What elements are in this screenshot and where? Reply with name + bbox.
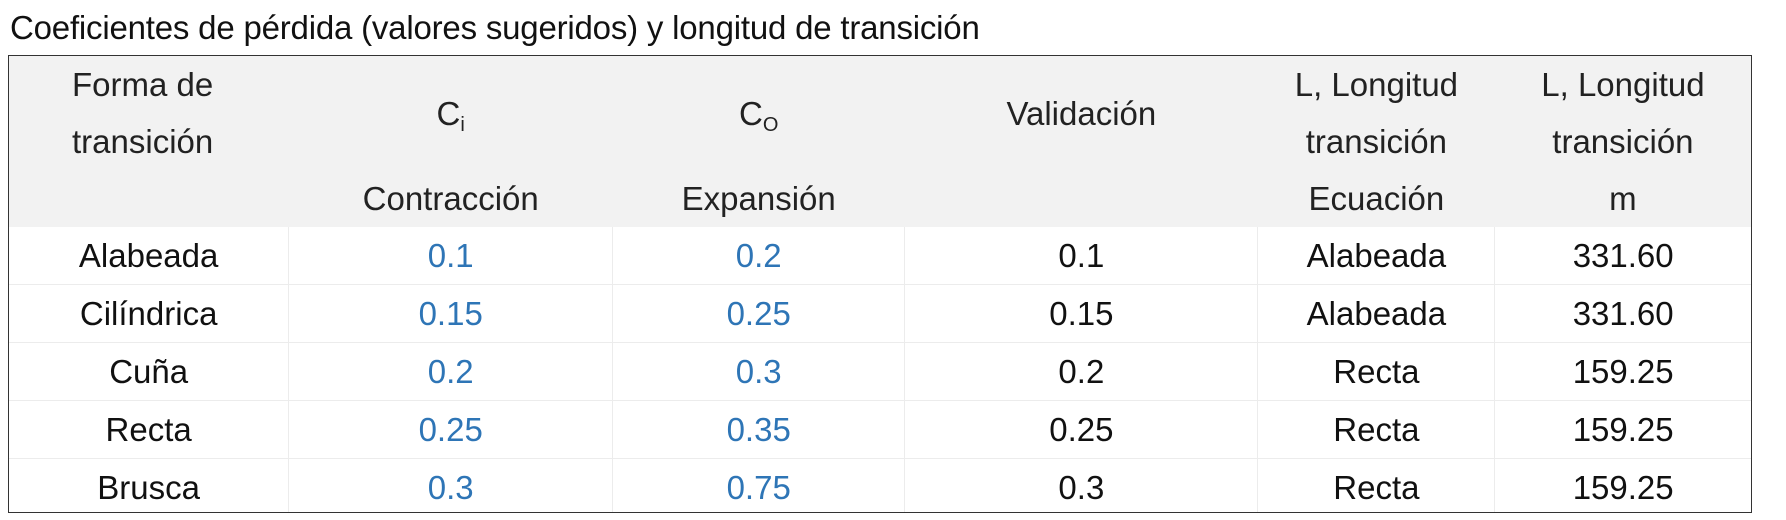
coefficients-grid: Forma de transición Ci Contracción CO Ex…: [9, 56, 1751, 512]
cell-forma: Cilíndrica: [9, 284, 290, 343]
cell-longitud: 331.60: [1494, 284, 1751, 343]
cell-validacion: 0.15: [904, 284, 1259, 343]
cell-ecuacion: Alabeada: [1257, 284, 1496, 343]
header-ecuacion-line2: transición: [1305, 123, 1447, 160]
header-ecuacion-line1: L, Longitud: [1294, 66, 1459, 103]
cell-co[interactable]: 0.25: [612, 284, 906, 343]
table-title: Coeficientes de pérdida (valores sugerid…: [10, 9, 980, 46]
header-co-label: Expansión: [681, 180, 836, 217]
cell-ecuacion: Recta: [1257, 458, 1496, 512]
cell-ecuacion: Recta: [1257, 342, 1496, 401]
cell-longitud: 159.25: [1494, 400, 1751, 459]
cell-co[interactable]: 0.3: [612, 342, 906, 401]
header-validacion: Validación: [905, 56, 1258, 227]
header-co: CO Expansión: [613, 56, 905, 227]
header-validacion-label: Validación: [1006, 95, 1157, 132]
cell-validacion: 0.2: [904, 342, 1259, 401]
header-longitud-line2: transición: [1552, 123, 1694, 160]
header-longitud-line1: L, Longitud: [1541, 66, 1705, 103]
header-ecuacion: L, Longitud transición Ecuación: [1258, 56, 1495, 227]
cell-forma: Cuña: [9, 342, 290, 401]
cell-ecuacion: Recta: [1257, 400, 1496, 459]
header-co-symbol: CO: [738, 95, 779, 136]
header-longitud-line3: m: [1609, 180, 1637, 217]
table-row: Recta 0.25 0.35 0.25 Recta 159.25: [9, 400, 1751, 459]
cell-ci[interactable]: 0.2: [288, 342, 614, 401]
header-forma: Forma de transición: [9, 56, 289, 227]
header-forma-line2: transición: [72, 123, 214, 160]
cell-ci[interactable]: 0.3: [288, 458, 614, 512]
cell-forma: Alabeada: [9, 227, 290, 285]
cell-co[interactable]: 0.75: [612, 458, 906, 512]
cell-validacion: 0.1: [904, 227, 1259, 285]
cell-co[interactable]: 0.2: [612, 227, 906, 285]
table-row: Alabeada 0.1 0.2 0.1 Alabeada 331.60: [9, 227, 1751, 285]
table-row: Brusca 0.3 0.75 0.3 Recta 159.25: [9, 458, 1751, 512]
cell-ci[interactable]: 0.1: [288, 227, 614, 285]
header-ci: Ci Contracción: [289, 56, 613, 227]
cell-ci[interactable]: 0.15: [288, 284, 614, 343]
header-row: Forma de transición Ci Contracción CO Ex…: [9, 56, 1751, 227]
header-forma-line1: Forma de: [72, 66, 214, 103]
cell-longitud: 159.25: [1572, 468, 1674, 506]
header-ci-label: Contracción: [362, 180, 539, 217]
header-longitud: L, Longitud transición m: [1495, 56, 1751, 227]
cell-forma: Brusca: [9, 458, 290, 512]
cell-validacion: 0.25: [904, 400, 1259, 459]
coefficients-table: Forma de transición Ci Contracción CO Ex…: [8, 55, 1752, 513]
header-ci-symbol: Ci: [436, 95, 465, 136]
table-row: Cuña 0.2 0.3 0.2 Recta 159.25: [9, 342, 1751, 401]
cell-co[interactable]: 0.35: [612, 400, 906, 459]
header-forma-line3: [72, 170, 289, 227]
cell-validacion: 0.3: [904, 458, 1259, 512]
table-row: Cilíndrica 0.15 0.25 0.15 Alabeada 331.6…: [9, 284, 1751, 343]
cell-forma: Recta: [9, 400, 290, 459]
cell-ecuacion: Alabeada: [1257, 227, 1496, 285]
cell-ci[interactable]: 0.25: [288, 400, 614, 459]
cell-longitud: 159.25: [1494, 342, 1751, 401]
header-ecuacion-line3: Ecuación: [1308, 180, 1445, 217]
cell-longitud: 331.60: [1494, 227, 1751, 285]
